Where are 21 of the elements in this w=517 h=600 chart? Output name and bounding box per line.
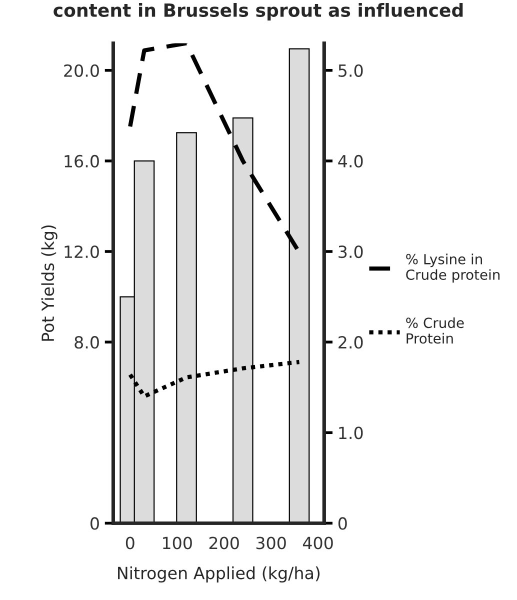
x-tick-label: 200 bbox=[209, 536, 239, 550]
y2-tick-label: 0 bbox=[338, 517, 347, 530]
y-tick-label: 20.0 bbox=[64, 64, 99, 77]
x-tick-label: 0 bbox=[126, 536, 134, 550]
y-tick-label: 0 bbox=[90, 517, 99, 530]
y-tick-label: 12.0 bbox=[64, 245, 99, 258]
x-tick-label: 300 bbox=[256, 536, 286, 550]
y-tick-label: 16.0 bbox=[64, 154, 99, 168]
y-tick-label: 8.0 bbox=[74, 336, 99, 349]
y-axis-title: Pot Yields (kg) bbox=[41, 225, 58, 341]
x-tick-label: 100 bbox=[163, 536, 192, 550]
x-axis-title: Nitrogen Applied (kg/ha) bbox=[118, 566, 320, 583]
y2-tick-label: 1.0 bbox=[339, 426, 363, 440]
y2-tick-label: 3.0 bbox=[338, 245, 363, 258]
y2-tick-label: 4.0 bbox=[338, 154, 363, 168]
legend-label: % Lysine in Crude protein bbox=[406, 254, 500, 283]
legend-label: % Crude Protein bbox=[406, 317, 464, 344]
chart-title: content in Brussels sprout as influenced bbox=[54, 3, 463, 20]
y2-tick-label: 2.0 bbox=[338, 336, 363, 349]
x-tick-label: 400 bbox=[302, 536, 333, 550]
y2-tick-label: 5.0 bbox=[338, 64, 363, 77]
